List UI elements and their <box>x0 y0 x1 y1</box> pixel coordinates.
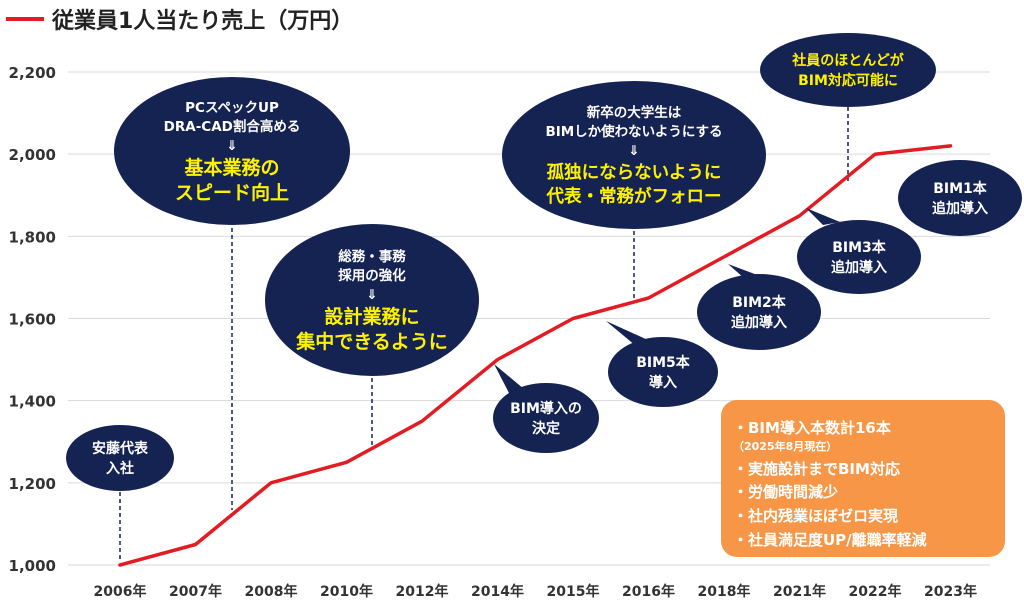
bubble-shape <box>66 425 174 491</box>
bubble-shape <box>797 220 921 294</box>
bubble-text: 新卒の大学生は <box>587 104 682 121</box>
bubble-text: PCスペックUP <box>185 100 279 116</box>
info-box-item: ・社員満足度UP/離職率軽減 <box>733 531 927 549</box>
bubble-shape <box>265 224 479 376</box>
info-box: ・BIM導入本数計16本 （2025年8月現在） ・実施設計までBIM対応・労働時間… <box>721 400 1005 557</box>
series-line <box>118 144 953 567</box>
bubble-text: 総務・事務 <box>338 248 406 265</box>
bubble-highlight-text: 孤独にならないように <box>547 162 722 183</box>
bubble-text: BIM2本 <box>732 294 787 311</box>
bubble-text: BIM5本 <box>636 354 691 371</box>
bubble-shape <box>760 33 936 107</box>
y-tick-label: 1,000 <box>9 557 56 575</box>
x-tick-label: 2016年 <box>622 583 675 600</box>
x-tick-label: 2023年 <box>924 583 977 600</box>
event-bubble: 社員のほとんどが BIM対応可能に <box>760 33 936 107</box>
bubble-highlight-text: スピード向上 <box>175 181 289 204</box>
x-tick-label: 2015年 <box>547 583 600 600</box>
info-box-item: （2025年8月現在） <box>733 439 837 453</box>
bubble-highlight-text: 設計業務に <box>324 305 419 328</box>
callout-tail <box>606 321 650 346</box>
x-tick-label: 2022年 <box>849 583 902 600</box>
info-box-item: ・実施設計までBIM対応 <box>733 460 900 478</box>
bubble-highlight-text: 代表・常務がフォロー <box>546 186 722 207</box>
legend-label: 従業員1人当たり売上（万円） <box>51 8 353 34</box>
y-tick-label: 2,200 <box>9 64 56 82</box>
x-tick-label: 2010年 <box>320 583 373 600</box>
legend: 従業員1人当たり売上（万円） <box>6 8 353 34</box>
bubble-text: BIMしか使わないようにする <box>545 123 722 140</box>
y-tick-label: 1,400 <box>9 393 56 411</box>
sales-line <box>118 144 953 567</box>
bubble-text: 導入 <box>649 374 677 391</box>
bubble-text: ⇓ <box>366 287 377 303</box>
info-box-item: ・BIM導入本数計16本 <box>733 419 891 437</box>
bubble-text: 採用の強化 <box>338 267 406 284</box>
bubble-text: BIM導入の <box>510 400 582 417</box>
bubble-shape <box>493 383 599 453</box>
bubble-highlight-text: BIM対応可能に <box>798 72 898 89</box>
y-tick-label: 1,600 <box>9 311 56 329</box>
info-box-item: ・社内残業ほぼゼロ実現 <box>733 507 898 525</box>
y-tick-label: 2,000 <box>9 146 56 164</box>
event-bubble: 新卒の大学生は BIMしか使わないようにする ⇓ 孤独にならないように代表・常務がフォ… <box>502 81 766 229</box>
bubble-text: DRA-CAD割合高める <box>164 118 301 135</box>
x-tick-label: 2012年 <box>396 583 449 600</box>
bubble-shape <box>502 81 766 229</box>
y-tick-label: 1,800 <box>9 228 56 246</box>
callout-tail <box>806 208 840 225</box>
bubble-text: BIM1本 <box>933 180 988 197</box>
x-axis: 2006年 2007年 2008年 2010年 2012年 2014年 2015年 2016年… <box>94 583 977 600</box>
bubble-text: 追加導入 <box>731 314 787 331</box>
info-box-item: ・労働時間減少 <box>733 483 838 501</box>
x-tick-label: 2008年 <box>245 583 298 600</box>
x-tick-label: 2006年 <box>94 583 147 600</box>
x-tick-label: 2018年 <box>698 583 751 600</box>
bubble-text: ⇓ <box>628 143 639 159</box>
x-tick-label: 2007年 <box>169 583 222 600</box>
bubble-shape <box>697 274 821 350</box>
bubble-highlight-text: 基本業務の <box>183 156 279 179</box>
bubble-text: 入社 <box>106 460 134 477</box>
x-tick-label: 2014年 <box>471 583 524 600</box>
bubble-text: 追加導入 <box>932 200 988 217</box>
y-axis: 1,000 1,200 1,400 1,600 1,800 2,000 2,200 <box>9 64 56 575</box>
bubble-text: ⇓ <box>226 138 237 154</box>
bubble-shape <box>898 160 1022 236</box>
bubble-text: 追加導入 <box>831 259 887 276</box>
callout-tail <box>494 364 524 393</box>
bubble-shape <box>608 337 718 407</box>
x-tick-label: 2021年 <box>773 583 826 600</box>
bubble-text: 決定 <box>532 420 560 437</box>
bubble-text: BIM3本 <box>832 239 887 256</box>
y-tick-label: 1,200 <box>9 475 56 493</box>
annotation-leader-lines <box>119 107 849 560</box>
bubble-shape <box>114 77 350 225</box>
info-box-background <box>721 400 1005 557</box>
bubble-highlight-text: 社員のほとんどが <box>791 52 905 69</box>
bubble-highlight-text: 集中できるように <box>295 330 448 353</box>
bubble-text: 安藤代表 <box>92 440 149 457</box>
